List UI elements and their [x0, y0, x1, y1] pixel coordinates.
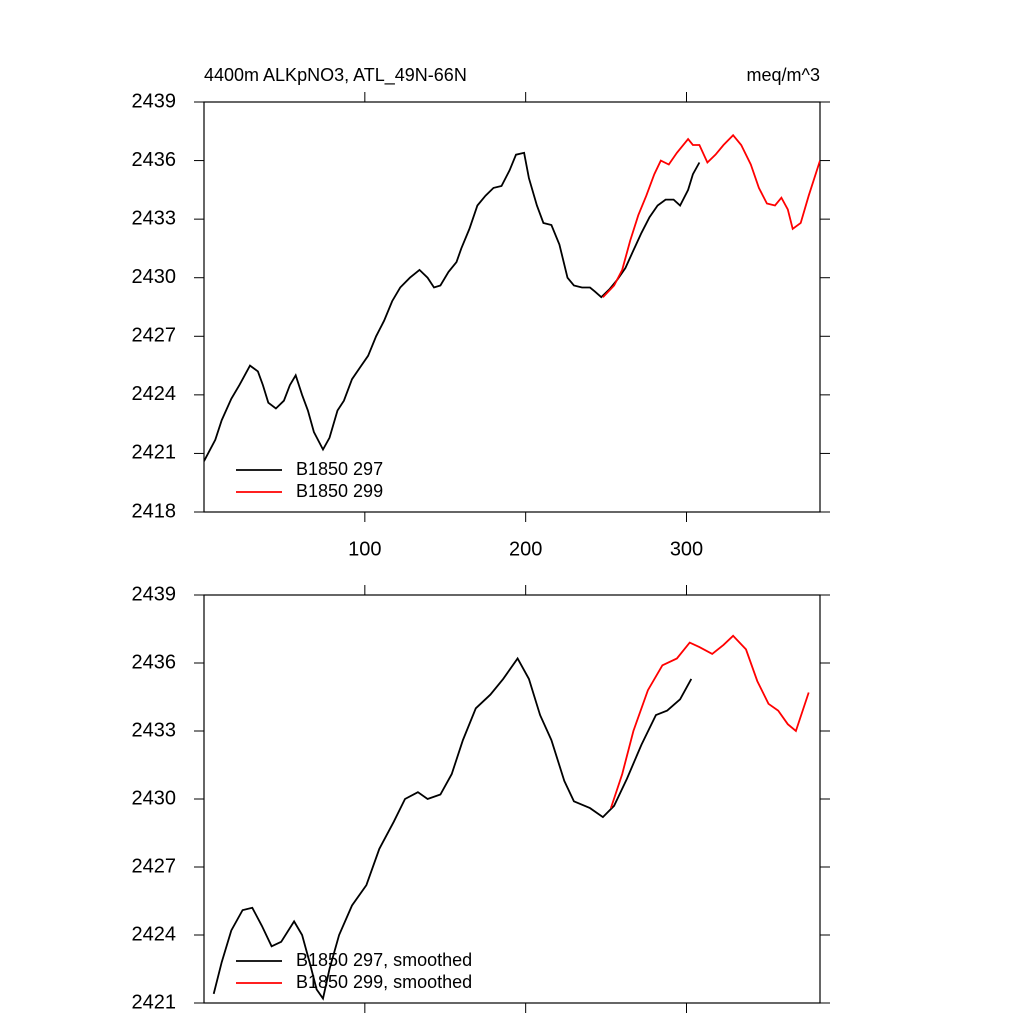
- series-line: [602, 133, 820, 298]
- plot-frame: [203, 594, 821, 1004]
- units-label: meq/m^3: [747, 65, 820, 85]
- series-line: [204, 151, 701, 462]
- series-line: [610, 634, 810, 809]
- series-line: [212, 656, 693, 1001]
- y-tick-label: 2436: [132, 651, 177, 673]
- y-tick-label: 2430: [132, 266, 177, 288]
- y-tick-label: 2421: [132, 991, 177, 1013]
- legend-label: B1850 297: [296, 459, 383, 479]
- legend-label: B1850 299, smoothed: [296, 972, 472, 992]
- chart-title: 4400m ALKpNO3, ATL_49N-66N: [204, 65, 467, 86]
- y-tick-label: 2424: [132, 383, 177, 405]
- y-tick-label: 2421: [132, 442, 177, 464]
- legend-label: B1850 299: [296, 481, 383, 501]
- y-tick-label: 2439: [132, 583, 177, 605]
- y-tick-label: 2433: [132, 719, 177, 741]
- y-tick-label: 2427: [132, 855, 177, 877]
- y-tick-label: 2427: [132, 325, 177, 347]
- y-tick-label: 2439: [132, 90, 177, 112]
- y-tick-label: 2424: [132, 923, 177, 945]
- x-tick-label: 200: [509, 538, 542, 560]
- plot-lines: [204, 133, 820, 462]
- x-tick-label: 100: [348, 538, 381, 560]
- plot-frame: [203, 101, 821, 513]
- y-tick-label: 2433: [132, 207, 177, 229]
- legend-label: B1850 297, smoothed: [296, 950, 472, 970]
- y-tick-label: 2430: [132, 787, 177, 809]
- y-tick-label: 2418: [132, 500, 177, 522]
- y-tick-label: 2436: [132, 149, 177, 171]
- x-tick-label: 300: [670, 538, 703, 560]
- plot-lines: [212, 634, 810, 1001]
